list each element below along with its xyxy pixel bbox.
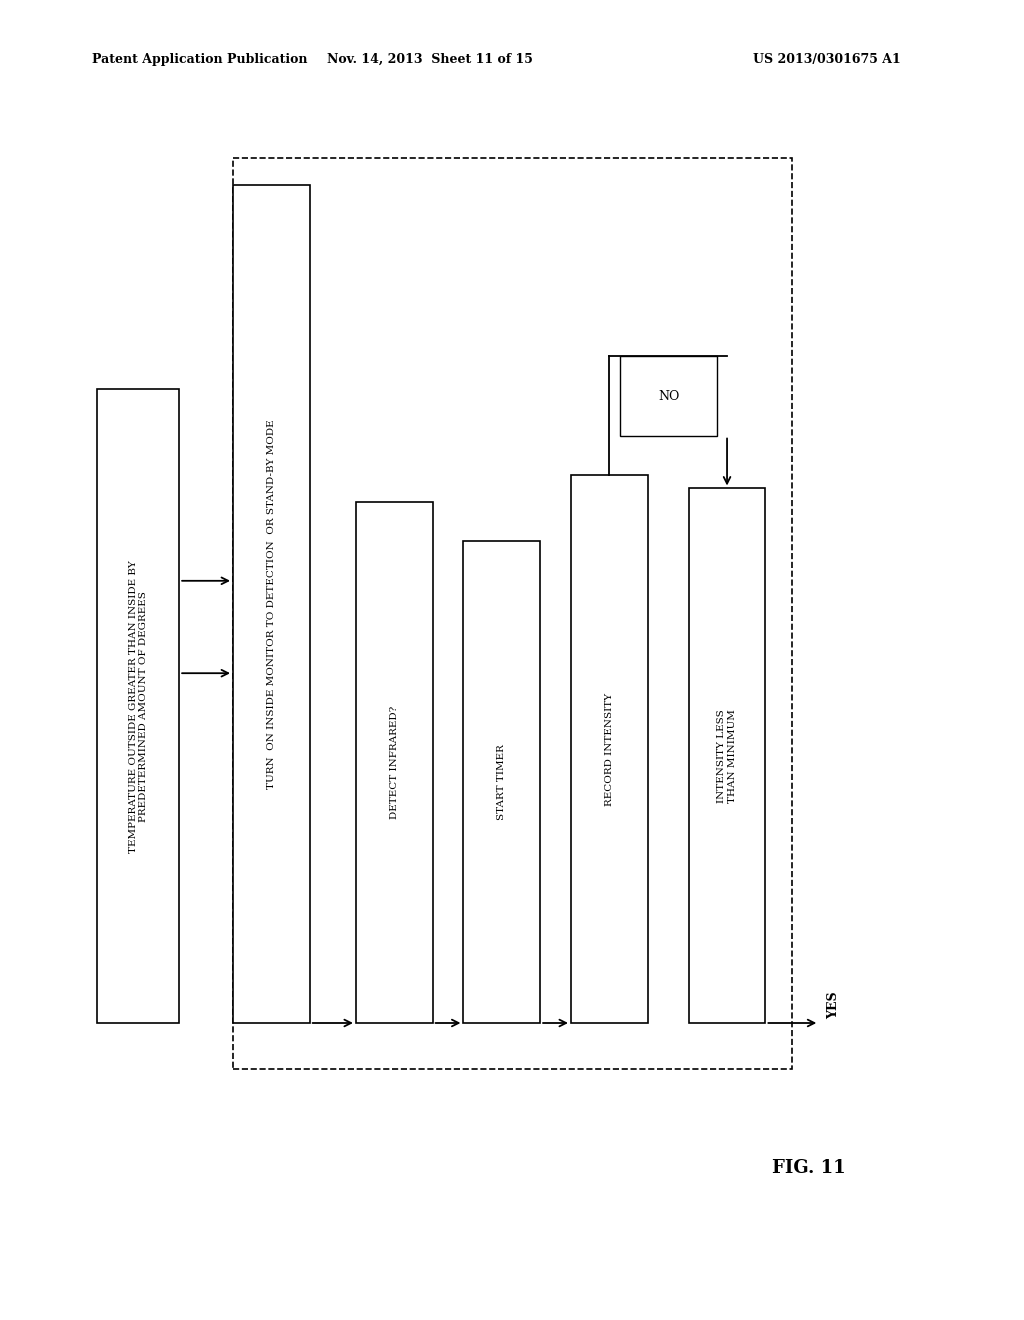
Text: Nov. 14, 2013  Sheet 11 of 15: Nov. 14, 2013 Sheet 11 of 15: [327, 53, 534, 66]
Text: DETECT INFRARED?: DETECT INFRARED?: [390, 706, 398, 818]
Bar: [571, 475, 647, 1023]
Text: RECORD INTENSITY: RECORD INTENSITY: [605, 693, 613, 805]
Text: START TIMER: START TIMER: [498, 744, 506, 820]
Text: INTENSITY LESS
THAN MINIMUM: INTENSITY LESS THAN MINIMUM: [718, 709, 736, 803]
Text: YES: YES: [827, 991, 841, 1019]
Text: US 2013/0301675 A1: US 2013/0301675 A1: [754, 53, 901, 66]
Text: TURN  ON INSIDE MONITOR TO DETECTION  OR STAND-BY MODE: TURN ON INSIDE MONITOR TO DETECTION OR S…: [267, 418, 275, 789]
Text: Patent Application Publication: Patent Application Publication: [92, 53, 307, 66]
Bar: [97, 389, 179, 1023]
Text: FIG. 11: FIG. 11: [772, 1159, 846, 1177]
Bar: [688, 488, 765, 1023]
Bar: [621, 356, 717, 436]
Text: TEMPERATURE OUTSIDE GREATER THAN INSIDE BY
PREDETERMINED AMOUNT OF DEGREES: TEMPERATURE OUTSIDE GREATER THAN INSIDE …: [129, 560, 147, 853]
Bar: [356, 502, 433, 1023]
Bar: [233, 158, 792, 1069]
Bar: [463, 541, 541, 1023]
Text: NO: NO: [658, 389, 679, 403]
Bar: [233, 185, 309, 1023]
